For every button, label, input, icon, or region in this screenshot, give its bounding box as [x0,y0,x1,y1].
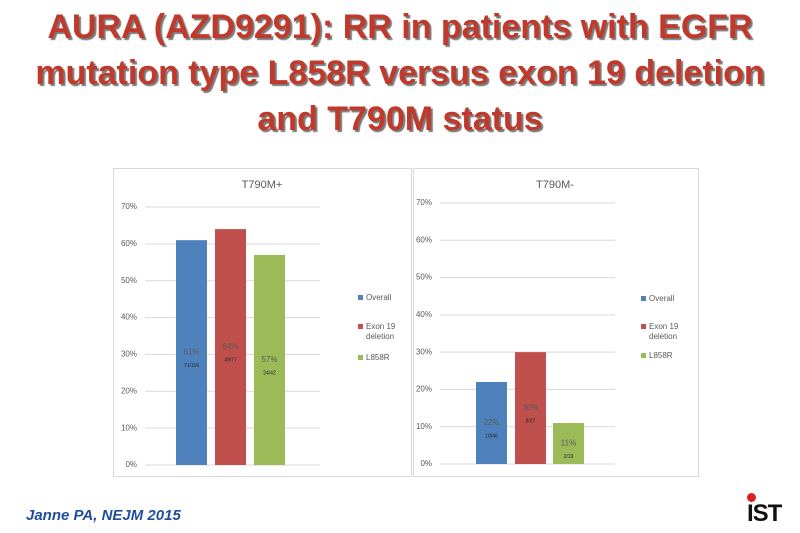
data-label: 22% [483,418,499,427]
logo-dot [747,493,756,502]
count-label: 10/46 [485,433,498,439]
count-label: 71/116 [184,363,199,369]
data-label: 57% [261,355,277,364]
y-tick-label: 20% [121,386,137,395]
legend-swatch [641,353,646,358]
count-label: 8/27 [526,418,536,424]
data-label: 61% [183,348,199,357]
legend-label: L858R [366,353,390,362]
bar [215,229,246,465]
legend-swatch [358,355,363,360]
y-tick-label: 60% [416,235,432,244]
y-tick-label: 0% [125,460,137,469]
y-tick-label: 0% [420,459,432,468]
y-tick-label: 10% [121,423,137,432]
footer: Janne PA, NEJM 2015 [26,507,181,524]
bar [254,254,285,465]
y-tick-label: 70% [416,198,432,207]
y-tick-label: 40% [416,310,432,319]
data-label: 30% [522,403,538,412]
y-tick-label: 60% [121,239,137,248]
y-tick-label: 40% [121,313,137,322]
chart-title: T790M- [536,179,574,191]
y-tick-label: 20% [416,385,432,394]
legend-label: Overall [366,293,392,302]
bar [553,422,584,464]
legend-swatch [641,296,646,301]
y-tick-label: 10% [416,422,432,431]
legend-label: Overall [649,294,675,303]
bar [176,240,207,465]
legend-swatch [641,324,646,329]
count-label: 24/42 [263,370,276,376]
legend-label: Exon 19 deletion [649,322,679,341]
data-label: 64% [222,342,238,351]
logo: IST [747,500,782,527]
slide-title: AURA (AZD9291): RR in patients with EGFR… [35,8,765,138]
data-label: 11% [561,439,576,448]
legend-swatch [358,324,363,329]
y-tick-label: 50% [416,273,432,282]
y-tick-label: 30% [416,347,432,356]
y-tick-label: 50% [121,276,137,285]
legend-label: L858R [649,351,673,360]
chart-title: T790M+ [242,179,283,191]
y-tick-label: 30% [121,350,137,359]
y-tick-label: 70% [121,202,137,211]
count-label: 2/19 [564,454,574,460]
bar [476,381,507,464]
legend-label: Exon 19 deletion [366,322,396,341]
bar [515,352,546,464]
count-label: 49/77 [224,357,237,363]
legend-swatch [358,295,363,300]
